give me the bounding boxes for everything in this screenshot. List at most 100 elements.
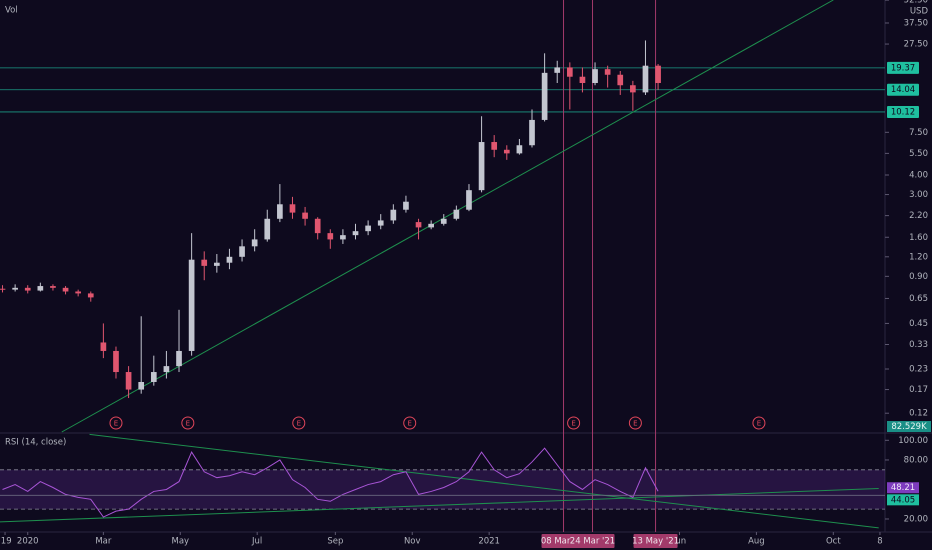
earnings-marker	[752, 416, 766, 430]
level-label-box	[887, 61, 919, 74]
y-tick-label: 3.00	[909, 190, 928, 200]
level-label: 14.04	[891, 85, 915, 95]
earnings-marker	[109, 416, 123, 430]
candle-body	[125, 372, 132, 390]
earnings-label: E	[757, 420, 761, 428]
x-tick-label: Oct	[826, 537, 841, 547]
rsi-trendline	[89, 433, 879, 529]
y-tick-label: 0.12	[909, 409, 928, 419]
rsi-title: RSI (14, close)	[5, 438, 66, 448]
y-tick-label: 0.90	[909, 272, 928, 282]
candle-body	[403, 201, 409, 210]
earnings-label: E	[571, 420, 575, 428]
y-tick-label: 5.50	[909, 149, 928, 159]
candle-body	[277, 204, 283, 219]
y-tick-label: 0.17	[909, 385, 928, 395]
y-tick-label: 1.20	[909, 252, 928, 262]
candle-body	[113, 350, 119, 373]
candle-body	[491, 142, 498, 150]
volume-title: Vol	[5, 6, 18, 16]
y-tick-label: 0.33	[909, 340, 928, 350]
candle-body	[302, 212, 308, 219]
candle-body	[478, 142, 485, 191]
earnings-marker	[181, 416, 195, 430]
candle-body	[453, 209, 460, 219]
earnings-label: E	[297, 420, 301, 428]
candle-body	[100, 342, 107, 351]
x-tick-label: May	[171, 537, 189, 547]
candle-body	[201, 259, 208, 266]
candle-body	[516, 145, 523, 154]
candle-body	[428, 223, 434, 228]
candle-body	[264, 218, 271, 240]
y-tick-label: 7.50	[909, 128, 928, 138]
rsi-tick-label: 80.00	[904, 455, 928, 465]
rsi-ma-box	[887, 494, 919, 506]
y-tick-label: 27.50	[904, 40, 928, 50]
x-tick-label: 2020	[17, 537, 39, 547]
x-tick-label: 2021	[478, 537, 500, 547]
candle-body	[50, 286, 56, 288]
candle-body	[289, 204, 296, 213]
candle-body	[163, 366, 170, 373]
trendline	[61, 0, 834, 433]
y-tick-label: 1.60	[909, 233, 928, 243]
marker-label: 24 Mar '21	[570, 537, 615, 547]
y-tick-label: 52.50	[904, 0, 928, 6]
candle-body	[440, 218, 447, 224]
candle-body	[365, 225, 371, 232]
x-tick-label: Nov	[404, 537, 421, 547]
marker-label-box	[570, 534, 615, 548]
marker-label: 13 May '21	[632, 537, 679, 547]
earnings-marker	[292, 416, 306, 430]
candle-body	[37, 286, 44, 291]
earnings-marker	[403, 416, 417, 430]
candle-body	[12, 287, 18, 290]
candle-body	[617, 74, 624, 86]
earnings-label: E	[633, 420, 637, 428]
earnings-marker	[628, 416, 642, 430]
rsi-line	[2, 447, 659, 518]
candle-body	[226, 256, 233, 263]
level-label: 19.37	[891, 63, 915, 73]
earnings-marker	[567, 416, 581, 430]
rsi-tick-label: 20.00	[904, 514, 928, 524]
candle-body	[188, 259, 195, 351]
x-tick-label: 8	[877, 537, 882, 547]
candle-body	[604, 69, 611, 75]
candle-body	[466, 190, 472, 210]
y-tick-label: 0.65	[909, 294, 928, 304]
candle-body	[24, 287, 31, 291]
candle-body	[579, 76, 586, 84]
candle-body	[327, 233, 334, 240]
x-tick-label: Jun	[672, 537, 686, 547]
rsi-trendline	[0, 487, 879, 523]
level-label-box	[887, 83, 919, 96]
candle-body	[554, 67, 561, 73]
candle-body	[630, 85, 636, 93]
candle-body	[75, 291, 81, 294]
candle-body	[251, 239, 258, 247]
candle-body	[642, 65, 649, 93]
candle-body	[377, 220, 384, 226]
candle-body	[655, 65, 661, 84]
candle-body	[340, 235, 346, 240]
y-tick-label: 4.00	[909, 171, 928, 181]
level-label-box	[887, 105, 919, 118]
candle-body	[352, 231, 359, 236]
candle-body	[62, 287, 69, 292]
x-tick-label: Sep	[327, 537, 343, 547]
candle-body	[390, 209, 397, 221]
rsi-value-box	[887, 482, 919, 494]
rsi-ma-label: 44.05	[891, 495, 915, 505]
volume-label-box	[887, 421, 931, 432]
x-tick-label: '19	[0, 537, 12, 547]
x-tick-label: Mar	[95, 537, 112, 547]
candle-body	[529, 119, 535, 146]
x-tick-label: Aug	[748, 537, 765, 547]
currency: USD	[910, 7, 929, 17]
candle-body	[239, 246, 245, 257]
earnings-label: E	[408, 420, 412, 428]
